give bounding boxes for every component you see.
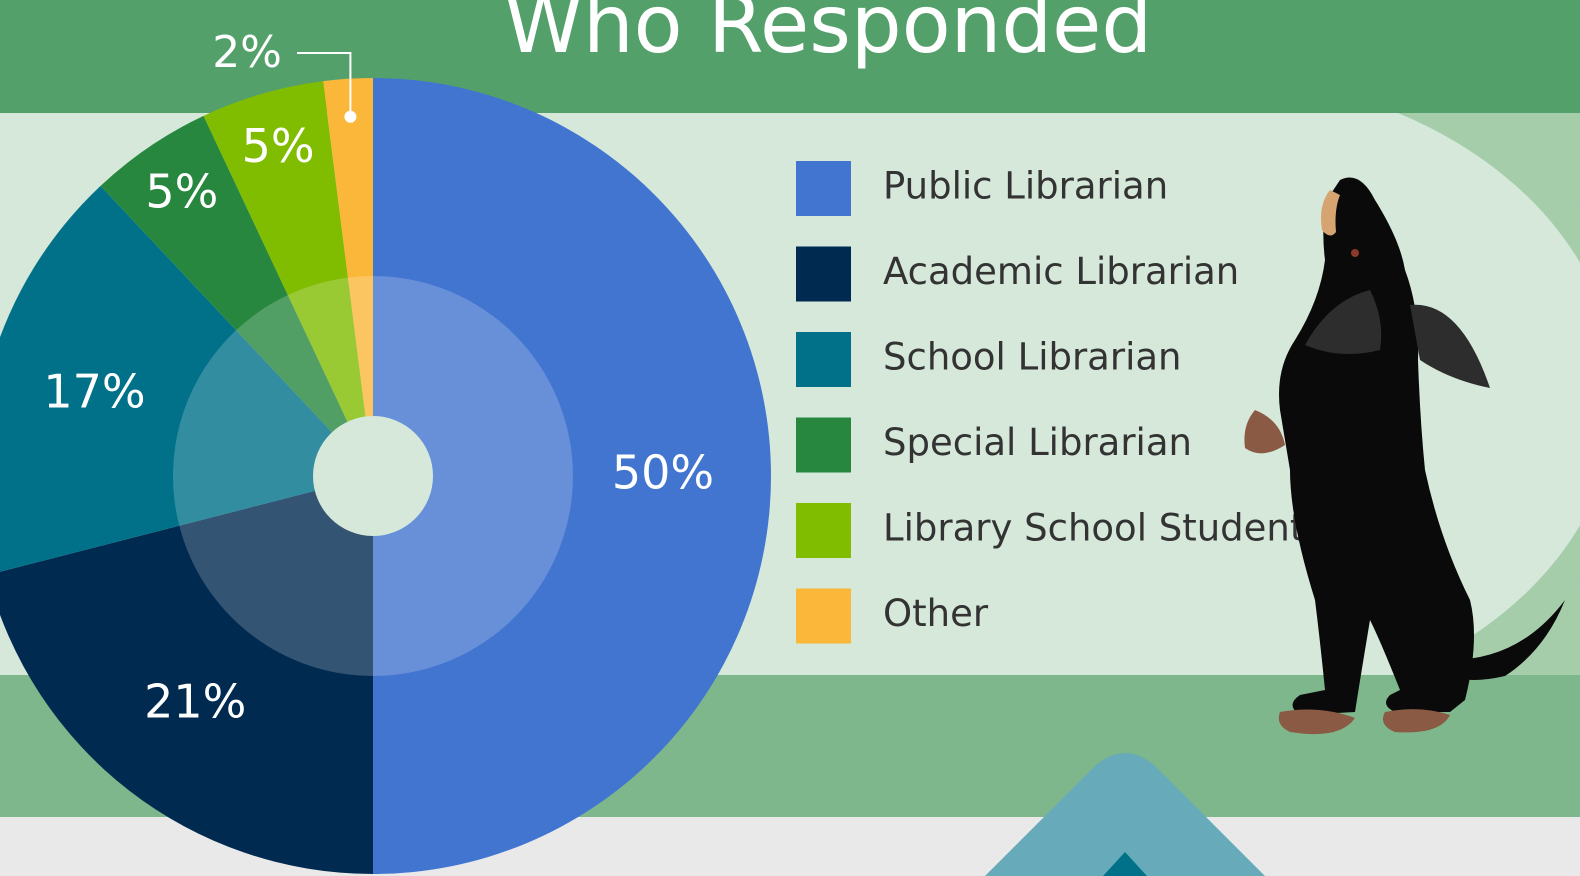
legend-swatch <box>796 247 851 302</box>
infographic: Who Responded 50% 21% 17% 5% 5% 2% Public Lib… <box>0 0 1580 876</box>
data-label: 5% <box>145 164 218 218</box>
dog-eye <box>1351 249 1359 257</box>
legend-swatch <box>796 503 851 558</box>
legend-label: Library School Student <box>883 507 1304 550</box>
donut-hole <box>313 416 433 536</box>
legend-swatch <box>796 418 851 473</box>
legend-label: Special Librarian <box>883 421 1192 464</box>
data-label: 17% <box>43 365 145 419</box>
data-label: 50% <box>612 446 714 500</box>
chart-title: Who Responded <box>504 0 1152 71</box>
legend-swatch <box>796 332 851 387</box>
page: {"chart_data": {"type": "pie", "title": … <box>0 0 1580 876</box>
legend-label: Other <box>883 592 989 635</box>
legend-swatch <box>796 161 851 216</box>
data-label: 21% <box>144 675 246 729</box>
legend-swatch <box>796 589 851 644</box>
legend-label: Public Librarian <box>883 165 1168 208</box>
data-label: 2% <box>212 27 282 78</box>
legend-label: School Librarian <box>883 336 1181 379</box>
data-label: 5% <box>242 119 315 173</box>
legend-label: Academic Librarian <box>883 250 1239 293</box>
